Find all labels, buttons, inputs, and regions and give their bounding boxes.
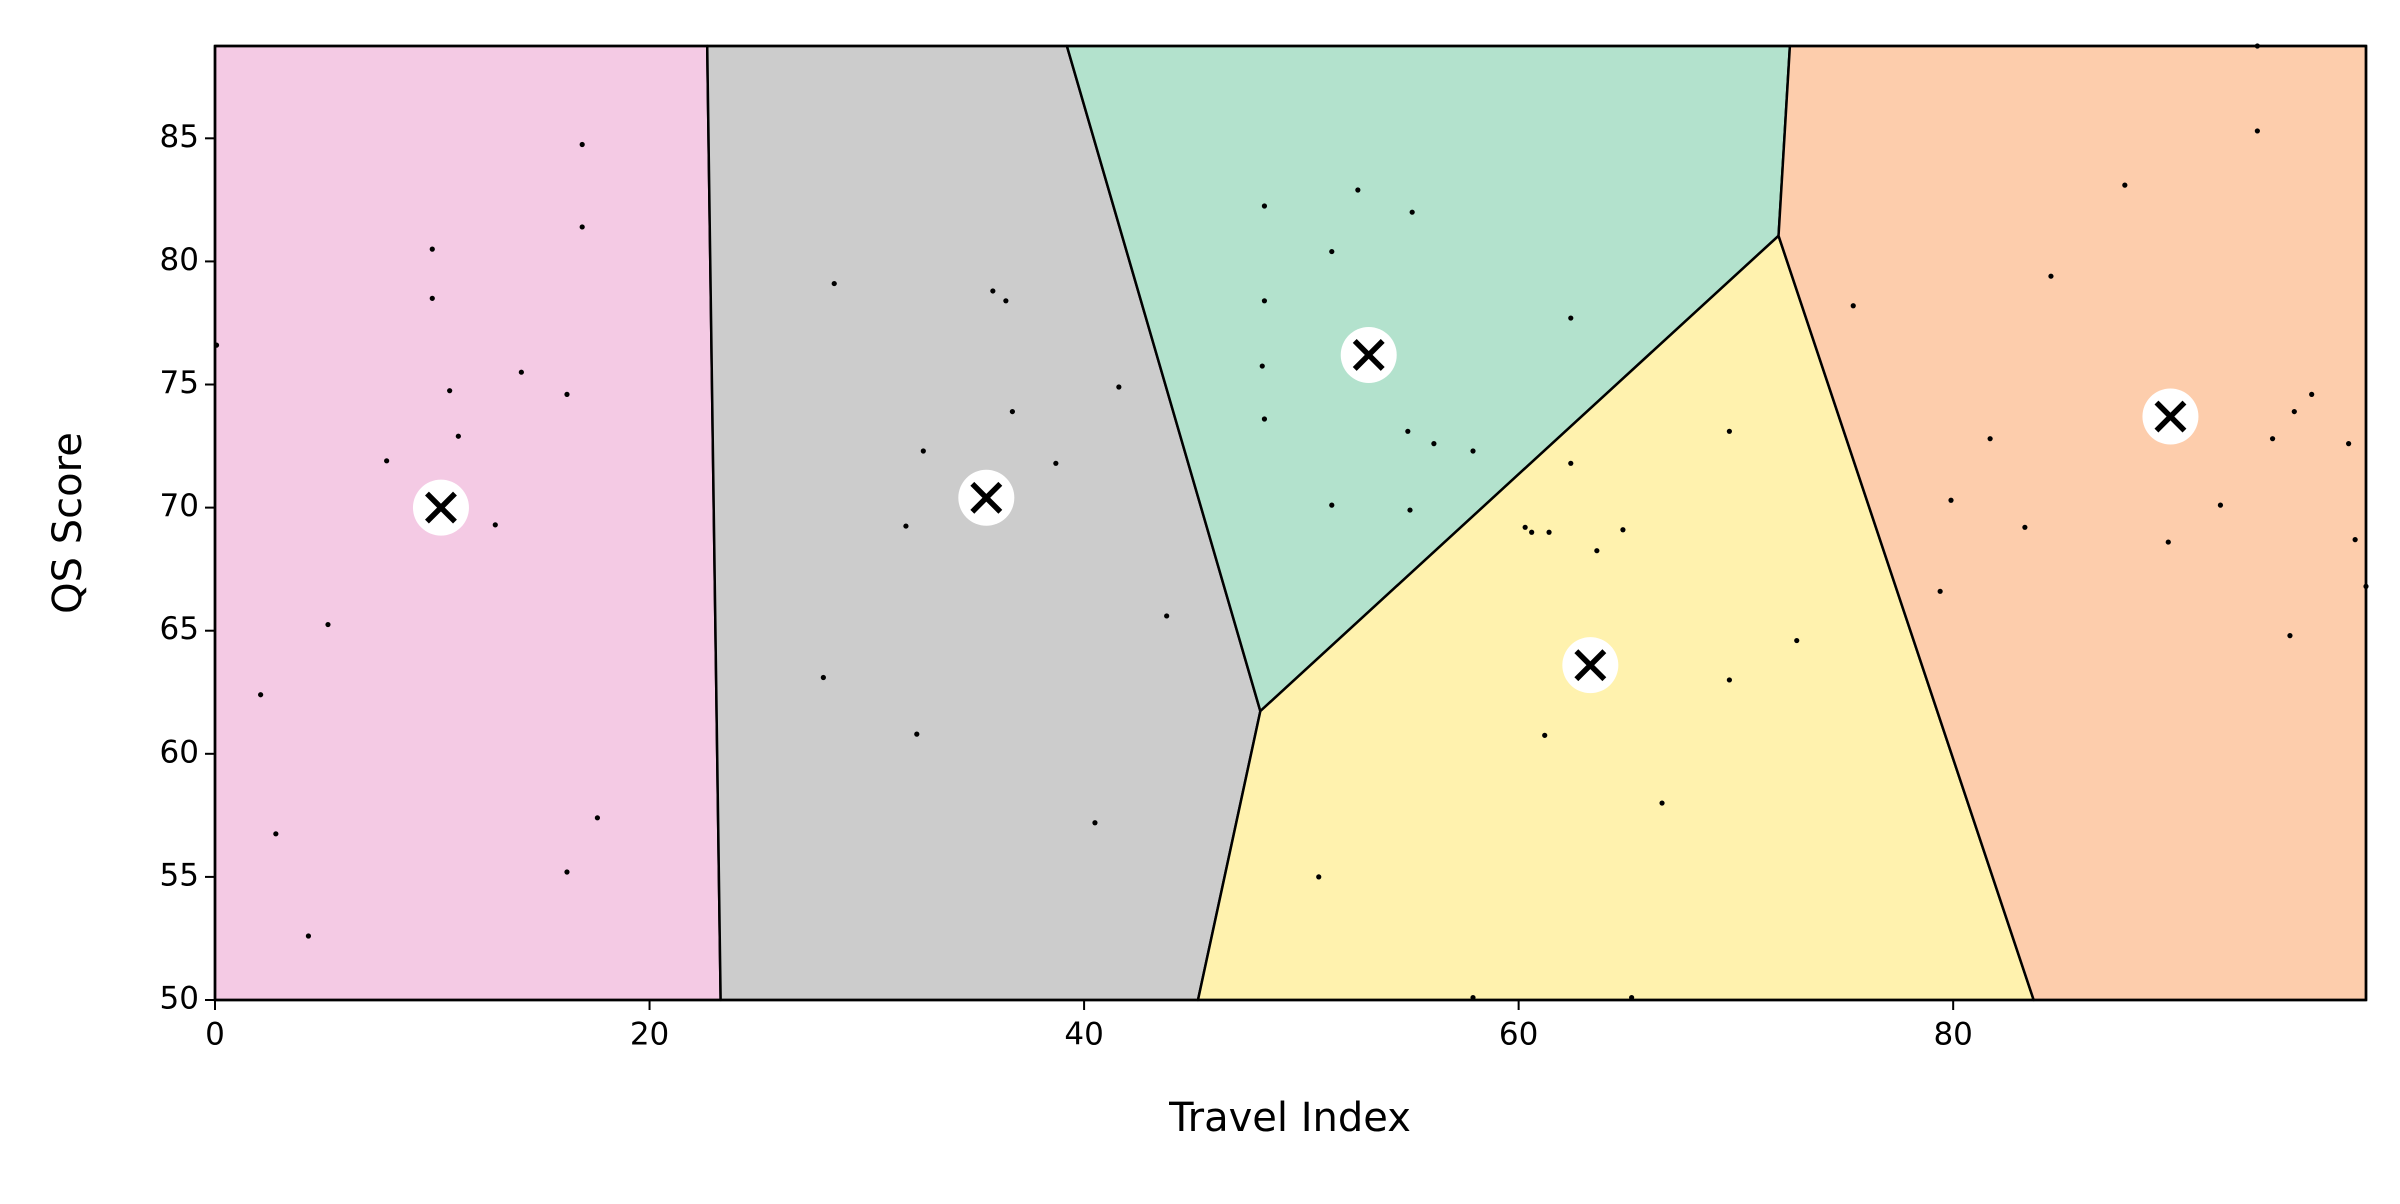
data-point [2309,391,2315,397]
data-point [579,224,585,230]
data-point [1568,315,1574,321]
data-point [1568,460,1574,466]
data-point [1850,303,1856,309]
data-point [1003,298,1009,304]
data-point [579,141,585,148]
cluster-region [213,44,722,1002]
data-point [1053,460,1059,466]
x-tick-label: 40 [1064,1017,1103,1053]
data-point [2352,537,2358,543]
data-point [1529,529,1535,535]
data-point [1261,298,1268,304]
data-point [914,731,920,737]
x-axis-label: Travel Index [1168,1095,1411,1141]
data-point [1407,507,1413,513]
centroid-marker [2154,400,2187,433]
data-point [1987,436,1993,442]
data-point [1470,448,1476,454]
data-point [1431,441,1437,447]
data-point [2254,128,2260,134]
marks [213,43,2369,1001]
data-point [1116,384,1122,390]
data-point [1620,527,1626,533]
data-point [455,433,461,439]
data-point [903,523,909,529]
y-tick-label: 85 [160,119,199,155]
data-point [1261,416,1268,422]
x-tick-label: 20 [630,1017,669,1053]
data-point [1659,800,1665,806]
data-point [258,692,264,698]
data-point [1329,502,1335,508]
data-point [2122,182,2128,188]
data-point [1092,820,1098,826]
x-tick-label: 80 [1933,1017,1972,1053]
data-point [1316,874,1322,880]
data-point [1542,732,1548,738]
data-point [518,369,524,375]
x-tick-label: 0 [205,1017,225,1053]
y-tick-label: 75 [160,365,199,401]
plot-frame [213,44,2368,1002]
data-point [2048,273,2054,279]
data-point [1794,637,1800,644]
data-point [1726,677,1732,683]
data-point [2165,539,2171,545]
y-tick-label: 70 [160,488,199,524]
data-point [920,448,926,454]
data-point [1164,613,1170,619]
y-tick-label: 60 [160,734,199,770]
data-point [2346,441,2352,447]
data-point [1261,203,1268,209]
data-point [2022,524,2028,530]
data-point [990,288,996,294]
data-point [564,391,570,397]
data-point [831,280,837,287]
data-point [1009,408,1015,415]
data-point [1409,209,1415,215]
data-point [594,815,601,821]
data-point [429,246,435,252]
y-tick-label: 65 [160,611,199,647]
data-point [492,522,498,528]
data-point [2217,502,2224,508]
centroid-marker [970,481,1003,514]
data-point [305,933,312,939]
data-point [1948,497,1954,503]
data-point [1546,529,1552,535]
data-point [1937,588,1943,594]
data-point [429,295,435,301]
data-point [1726,428,1732,434]
data-point [2287,633,2293,639]
data-point [1355,187,1361,193]
data-point [384,458,390,464]
data-point [1329,248,1335,255]
data-point [1405,428,1411,434]
data-point [820,674,826,681]
data-point [2291,408,2297,415]
y-tick-label: 55 [160,857,199,893]
data-point [1594,548,1600,554]
y-axis-label: QS Score [45,432,91,614]
regions [213,44,2368,1002]
data-point [273,831,279,837]
data-point [1522,524,1528,530]
data-point [325,621,331,628]
data-point [2269,436,2276,442]
centroid-marker [1352,339,1385,371]
x-tick-label: 60 [1499,1017,1538,1053]
centroid-marker [1574,649,1607,682]
data-point [564,869,570,875]
data-point [447,388,453,394]
data-point [1259,363,1265,369]
y-tick-label: 50 [160,981,199,1017]
centroid-marker [425,491,457,524]
y-tick-label: 80 [160,242,199,278]
